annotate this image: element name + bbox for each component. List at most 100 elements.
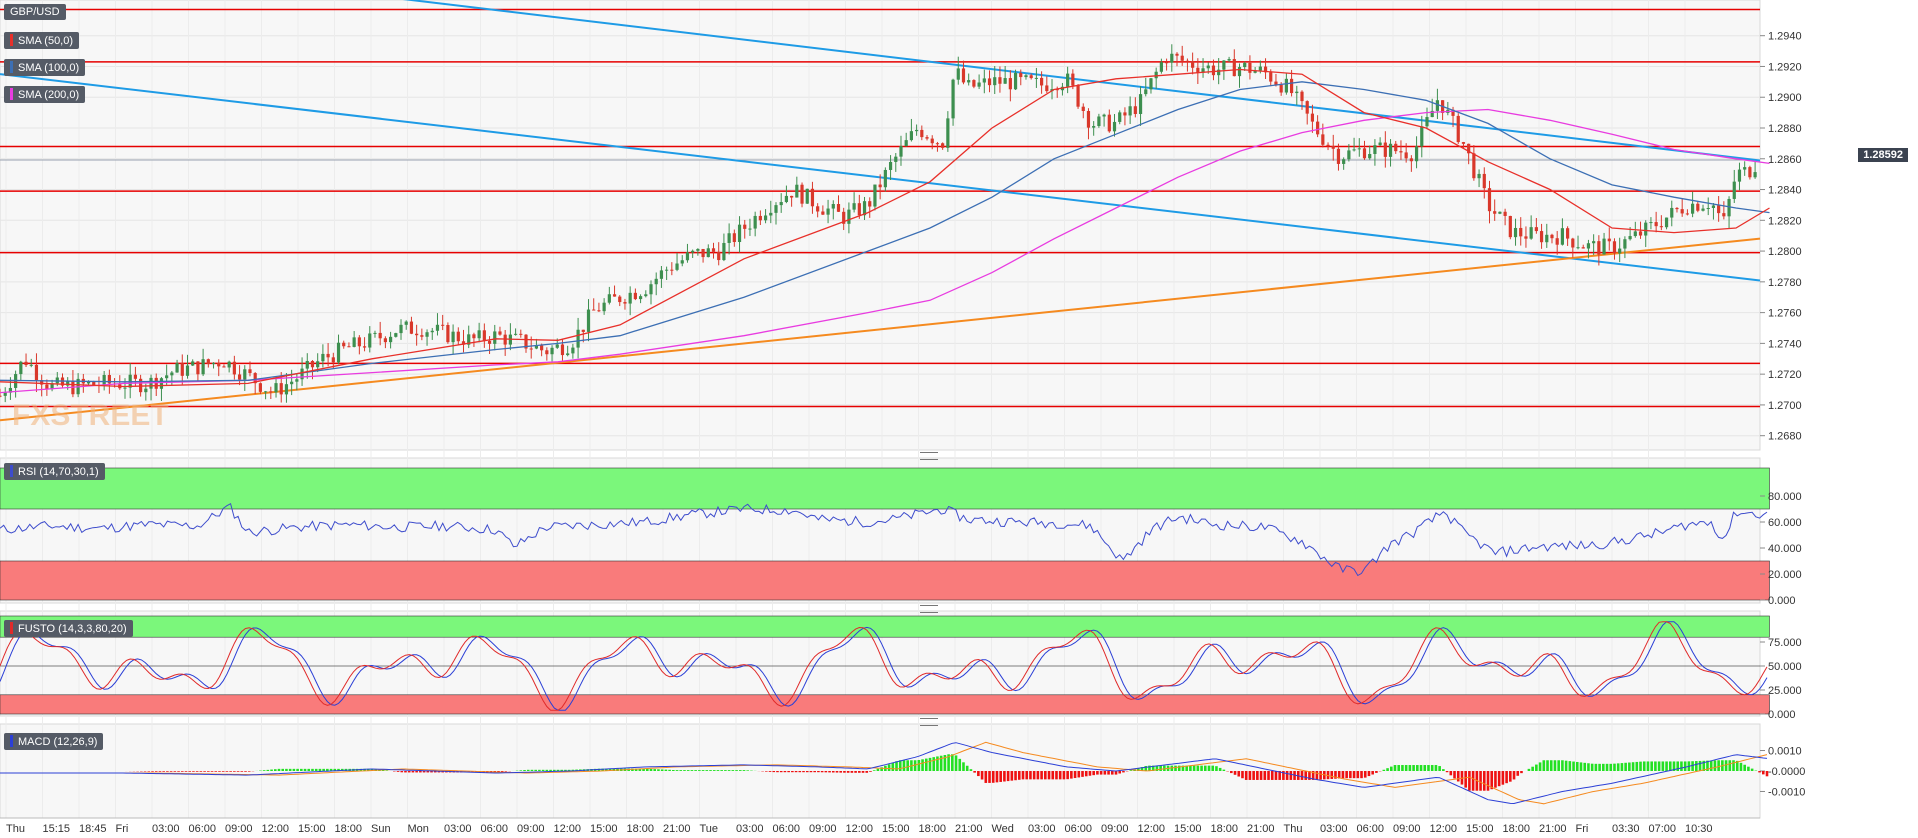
candle-body [1513,227,1518,238]
candle-body [1378,142,1382,146]
candle-body [581,329,585,332]
macd-line [0,742,1768,805]
candle-body [1487,188,1492,212]
candle-body [1331,145,1335,149]
candle-body [274,383,278,393]
x-tick-label: 03:00 [1028,823,1056,835]
legend-sma200[interactable]: SMA (200,0) [4,86,86,103]
x-tick-label: 18:00 [335,823,363,835]
candle-body [1149,78,1153,90]
candle-body [185,365,190,376]
candle-body [1217,69,1221,76]
candle-body [1612,241,1617,254]
candle-body [1342,159,1346,164]
x-tick-label: 12:00 [262,823,290,835]
candle-body [1493,211,1497,214]
candle-body [1539,231,1544,243]
candle-body [378,332,382,339]
x-tick-label: 18:45 [79,823,107,835]
candle-body [1461,142,1466,144]
candle-body [1102,114,1106,117]
candle-body [461,341,466,345]
x-tick-label: 21:00 [1539,823,1567,835]
candle-body [972,80,976,87]
legend-sma50[interactable]: SMA (50,0) [4,32,80,49]
candle-body [618,296,622,303]
candle-body [305,360,309,369]
candle-body [1013,72,1018,90]
fusto-swatch [10,622,13,634]
candle-body [1404,152,1408,159]
candle-body [909,131,913,141]
candle-body [326,353,330,358]
candle-body [1623,239,1627,249]
candle-body [1519,227,1523,237]
macd-label[interactable]: MACD (12,26,9) [4,733,104,750]
candle-body [107,374,111,384]
candle-body [904,140,908,147]
symbol-label[interactable]: GBP/USD [4,4,66,20]
candle-body [1706,208,1710,210]
legend-sma100[interactable]: SMA (100,0) [4,59,86,76]
x-tick-label: Wed [992,823,1014,835]
candle-body [883,169,887,188]
panel-resize-handle-2[interactable] [920,605,938,613]
candle-body [1420,126,1424,147]
candle-body [1154,71,1158,79]
x-tick-label: 15:00 [1466,823,1494,835]
rsi-overbought-zone [0,467,1770,510]
watermark-text: FXSTREET [12,399,169,432]
candle-body [1524,236,1528,239]
candle-body [831,204,835,209]
candle-body [1435,100,1440,111]
candle-body [612,294,617,297]
candle-body [347,346,351,348]
candle-body [290,381,294,385]
candle-body [1253,70,1257,73]
candle-body [1664,217,1669,228]
x-tick-label: 15:15 [43,823,71,835]
x-tick-label: 15:00 [590,823,618,835]
candle-body [748,228,752,230]
candle-body [425,332,429,337]
x-tick-label: Mon [408,823,429,835]
x-tick-label: 06:00 [1065,823,1093,835]
candle-body [253,373,257,384]
candle-body [1373,145,1377,155]
candle-body [409,321,414,334]
candle-body [1430,110,1434,118]
candle-body [524,334,528,349]
candle-body [946,118,950,148]
candle-body [1289,78,1294,94]
candle-body [1310,113,1315,122]
candle-body [1243,62,1247,68]
x-tick-label: 21:00 [663,823,691,835]
candle-body [1076,85,1080,107]
candle-body [1081,106,1085,111]
candle-body [763,215,768,221]
panel-resize-handle-1[interactable] [920,452,938,460]
fusto-label[interactable]: FUSTO (14,3,3,80,20) [4,620,133,637]
candle-body [399,324,403,334]
candle-body [737,224,742,243]
candle-body [1133,106,1137,115]
candle-body [1529,227,1533,239]
x-tick-label: 15:00 [298,823,326,835]
panel-resize-handle-3[interactable] [920,718,938,726]
candle-body [144,388,148,393]
candle-body [1638,231,1643,236]
candle-body [217,362,221,367]
candle-body [993,77,997,86]
candle-body [1409,158,1413,162]
fusto-ytick-label: 50.000 [1768,661,1802,673]
candle-body [659,270,664,279]
rsi-label[interactable]: RSI (14,70,30,1) [4,463,105,480]
candle-body [1607,238,1611,242]
candle-body [1138,94,1143,115]
x-tick-label: 03:00 [1320,823,1348,835]
candle-body [810,188,815,207]
macd-ytick-label: -0.0010 [1768,786,1805,798]
candle-body [513,333,518,335]
x-tick-label: 10:30 [1685,823,1713,835]
